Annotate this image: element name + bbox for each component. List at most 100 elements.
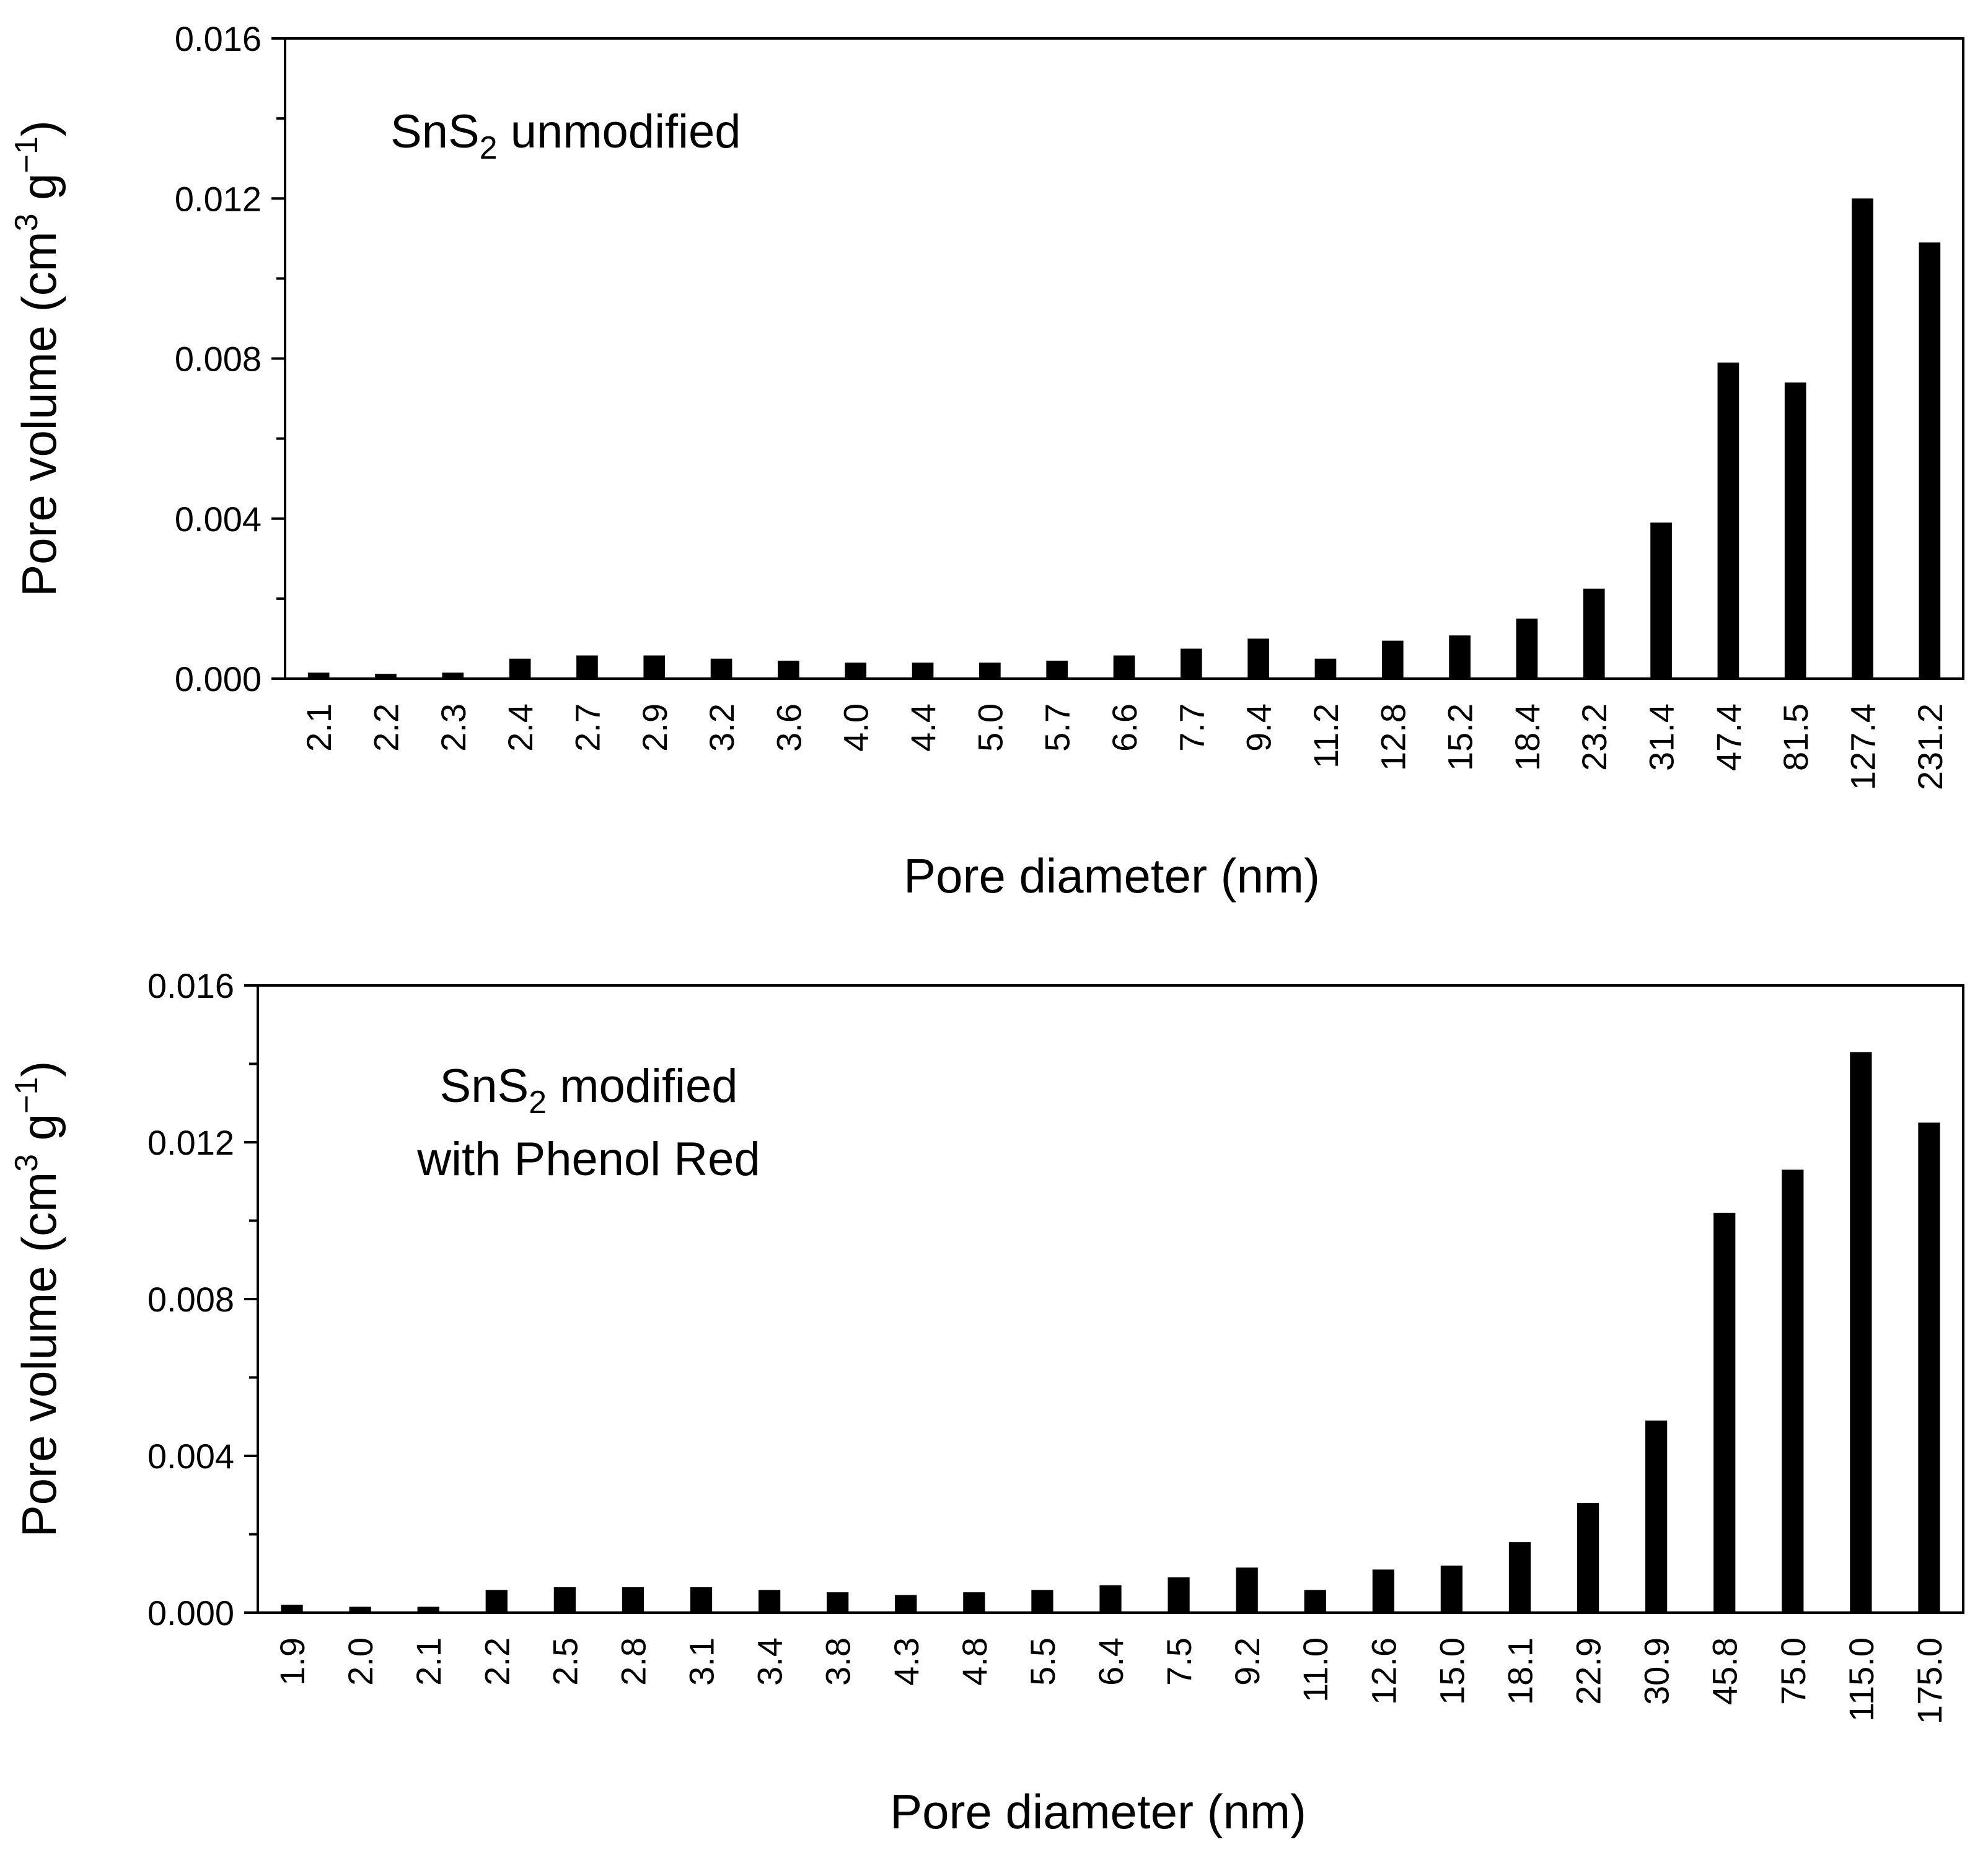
top-xtick-label: 11.2 [1306, 703, 1345, 769]
bottom-xtick-label: 6.4 [1091, 1637, 1130, 1686]
top-xtick-label: 4.4 [904, 703, 943, 752]
top-xtick-label: 2.4 [501, 703, 540, 752]
bottom-xtick-label: 7.5 [1159, 1637, 1199, 1686]
top-bar [1650, 522, 1672, 679]
bottom-xtick-label: 2.0 [341, 1637, 380, 1686]
bottom-xtick-label: 30.9 [1637, 1637, 1676, 1705]
bottom-bar [1440, 1566, 1463, 1613]
bottom-bar [281, 1605, 303, 1613]
bottom-xtick-label: 3.1 [682, 1637, 721, 1686]
top-xtick-label: 2.2 [366, 703, 405, 752]
bottom-bar [758, 1590, 781, 1613]
top-xtick-label: 7.7 [1172, 703, 1211, 752]
bottom-xtick-label: 5.5 [1023, 1637, 1062, 1686]
bottom-bar [1031, 1590, 1053, 1613]
bottom-bar [349, 1606, 371, 1613]
bottom-ytick-label: 0.000 [147, 1593, 234, 1632]
top-bar [307, 672, 330, 679]
bottom-bar [1918, 1122, 1940, 1613]
top-bar [1784, 382, 1806, 679]
bottom-xtick-label: 11.0 [1296, 1637, 1335, 1703]
bottom-bar [1850, 1052, 1872, 1613]
top-xtick-label: 3.2 [702, 703, 741, 752]
bottom-xtick-label: 45.8 [1705, 1637, 1744, 1705]
top-bar [1314, 658, 1337, 679]
bottom-bar [1304, 1590, 1326, 1613]
bottom-xtick-label: 22.9 [1569, 1637, 1608, 1705]
bottom-ytick-label: 0.004 [147, 1437, 234, 1476]
bottom-xtick-label: 75.0 [1774, 1637, 1813, 1705]
bottom-bar [417, 1606, 439, 1613]
bottom-xtick-label: 18.1 [1500, 1637, 1539, 1705]
top-bar [1516, 619, 1538, 679]
top-xtick-label: 5.0 [970, 703, 1009, 752]
bottom-bar [1508, 1542, 1531, 1613]
bottom-xtick-label: 4.8 [955, 1637, 994, 1686]
top-ytick-label: 0.012 [175, 179, 262, 218]
top-annotation-line: SnS2 unmodified [390, 105, 741, 166]
top-xtick-label: 12.8 [1373, 703, 1412, 771]
bottom-xtick-label: 175.0 [1910, 1637, 1949, 1724]
bottom-ytick-label: 0.016 [147, 966, 234, 1005]
top-xtick-label: 127.4 [1844, 703, 1883, 790]
top-xtick-label: 6.6 [1105, 703, 1144, 752]
top-xtick-label: 31.4 [1642, 703, 1681, 771]
top-xtick-label: 2.3 [434, 703, 473, 752]
top-xtick-label: 23.2 [1575, 703, 1614, 771]
top-bar [845, 663, 867, 679]
bottom-bar [895, 1595, 917, 1613]
bottom-xtick-label: 15.0 [1432, 1637, 1471, 1705]
top-ytick-label: 0.004 [175, 500, 262, 539]
top-xtick-label: 18.4 [1508, 703, 1547, 771]
top-xtick-label: 81.5 [1776, 703, 1815, 771]
bottom-bar [690, 1587, 713, 1613]
bottom-annotation-line: SnS2 modified [440, 1060, 738, 1121]
top-ytick-label: 0.016 [175, 19, 262, 58]
bottom-bar [1782, 1170, 1804, 1613]
top-xtick-label: 9.4 [1239, 703, 1278, 752]
top-bar [509, 658, 531, 679]
bottom-annotation-line: with Phenol Red [416, 1133, 760, 1186]
bottom-xtick-label: 1.9 [273, 1637, 312, 1686]
top-xtick-label: 15.2 [1441, 703, 1480, 771]
top-bar [1717, 362, 1740, 679]
bottom-bar [1372, 1569, 1394, 1613]
bottom-xtick-label: 4.3 [887, 1637, 926, 1686]
bottom-x-axis-title: Pore diameter (nm) [890, 1784, 1306, 1839]
bottom-xtick-label: 2.8 [614, 1637, 653, 1686]
top-xtick-label: 5.7 [1038, 703, 1077, 752]
bottom-bar [1236, 1567, 1258, 1613]
bottom-bar [553, 1587, 576, 1613]
bottom-xtick-label: 3.4 [750, 1637, 789, 1686]
top-xtick-label: 3.6 [769, 703, 808, 752]
bottom-bar [1577, 1502, 1599, 1613]
top-bar [1919, 242, 1941, 679]
top-y-axis-title: Pore volume (cm3 g−1) [9, 120, 66, 597]
bottom-chart: 0.000 0.004 0.008 0.012 0.016 1.9 2.0 2.1 2.2 2.5… [9, 966, 1964, 1839]
bottom-xtick-label: 3.8 [819, 1637, 858, 1686]
bottom-bar [1099, 1585, 1122, 1613]
top-ytick-label: 0.008 [175, 340, 262, 379]
bottom-xtick-label: 9.2 [1228, 1637, 1267, 1686]
top-bar [643, 655, 666, 679]
top-bar [1381, 640, 1404, 679]
bottom-xtick-label: 12.6 [1364, 1637, 1403, 1705]
bottom-bar [485, 1590, 508, 1613]
top-bar [1247, 638, 1269, 679]
top-xtick-label: 2.1 [299, 703, 338, 752]
top-bar [778, 660, 799, 679]
top-xtick-label: 2.7 [568, 703, 607, 752]
top-bar [375, 674, 397, 679]
top-ytick-label: 0.000 [175, 659, 262, 698]
top-bar [1046, 660, 1068, 679]
top-bar [979, 663, 1001, 679]
bottom-bar [1168, 1577, 1190, 1613]
bottom-ytick-label: 0.012 [147, 1123, 234, 1162]
bottom-xtick-label: 2.5 [545, 1637, 584, 1686]
bottom-ytick-label: 0.008 [147, 1280, 234, 1319]
bottom-bar [827, 1592, 849, 1613]
top-bar [576, 655, 598, 679]
bottom-bar [622, 1587, 644, 1613]
top-bar [1113, 655, 1135, 679]
